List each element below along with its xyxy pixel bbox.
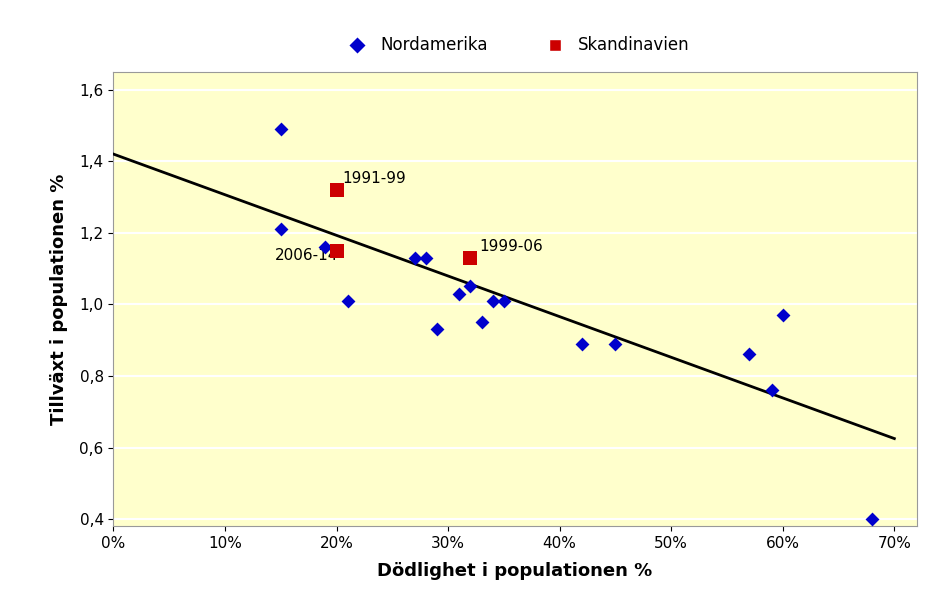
Point xyxy=(474,318,489,327)
X-axis label: Dödlighet i populationen %: Dödlighet i populationen % xyxy=(377,562,652,580)
Point xyxy=(463,282,478,291)
Point xyxy=(496,296,511,306)
Point xyxy=(329,246,344,255)
Text: 1991-99: 1991-99 xyxy=(342,172,405,187)
Point xyxy=(484,296,499,306)
Point xyxy=(407,253,422,263)
Point xyxy=(607,339,622,349)
Point xyxy=(451,289,466,298)
Point xyxy=(741,350,756,359)
Point xyxy=(317,242,332,252)
Point xyxy=(774,310,789,320)
Point xyxy=(574,339,589,349)
Point xyxy=(429,325,444,334)
Point xyxy=(764,386,779,395)
Point xyxy=(273,124,288,134)
Point xyxy=(273,224,288,234)
Point xyxy=(340,296,355,306)
Point xyxy=(329,185,344,194)
Point xyxy=(463,253,478,263)
Text: 1999-06: 1999-06 xyxy=(479,239,543,254)
Point xyxy=(864,514,879,524)
Y-axis label: Tillväxt i populationen %: Tillväxt i populationen % xyxy=(50,173,68,425)
Legend: Nordamerika, Skandinavien: Nordamerika, Skandinavien xyxy=(340,36,689,54)
Text: 2006-14: 2006-14 xyxy=(275,248,338,263)
Point xyxy=(418,253,433,263)
